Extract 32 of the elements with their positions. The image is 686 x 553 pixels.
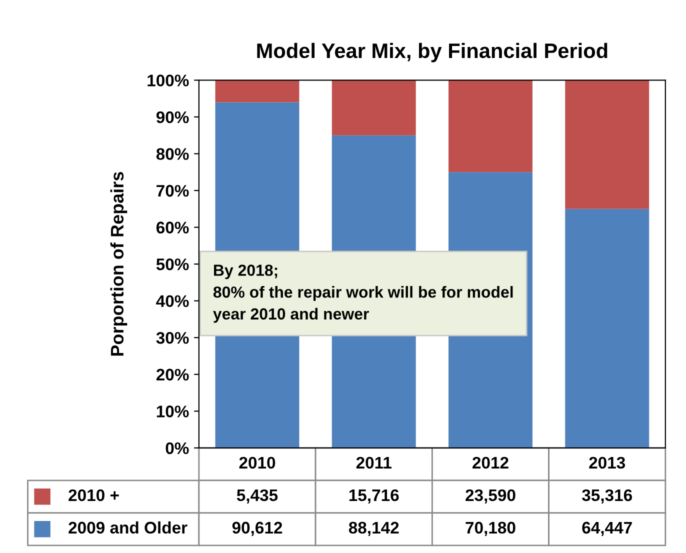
y-axis-title: Porportion of Repairs [110,172,128,356]
text: 5,435 [236,489,278,504]
text: 90,612 [232,522,282,536]
y-tick-label: 70% [156,184,189,197]
y-tick-label: 100% [148,74,189,86]
text: 64,447 [582,522,632,536]
y-tick-label: 20% [156,368,189,381]
x-tick-label: 2010 [239,456,276,469]
legend-label: 2010 + [68,489,119,502]
y-tick-label: 0% [166,442,189,454]
x-tick-label: 2012 [472,456,508,469]
y-tick-label: 80% [156,148,189,160]
text: 15,716 [349,489,399,504]
text: 70,180 [466,522,516,536]
legend-label: 2009 and Older [68,521,188,534]
y-tick-label: 60% [156,222,189,234]
y-tick-label: 10% [156,406,189,418]
bar [215,80,300,102]
bar [448,80,532,172]
bar [332,80,416,136]
text: 88,142 [348,522,399,536]
y-tick-label: 40% [156,295,189,308]
x-tick-label: 2011 [356,456,392,469]
y-tick-label: 50% [156,258,189,270]
y-tick-label: 30% [156,332,189,344]
x-tick-label: 2013 [589,456,626,469]
text: 23,590 [466,489,516,504]
chart-title: Model Year Mix, by Financial Period [257,42,608,62]
bar [565,80,650,209]
text: 35,316 [582,489,632,504]
annotation: By 2018; 80% of the repair work will be for model year 2010 and newer [213,264,513,323]
y-tick-label: 90% [156,111,189,124]
